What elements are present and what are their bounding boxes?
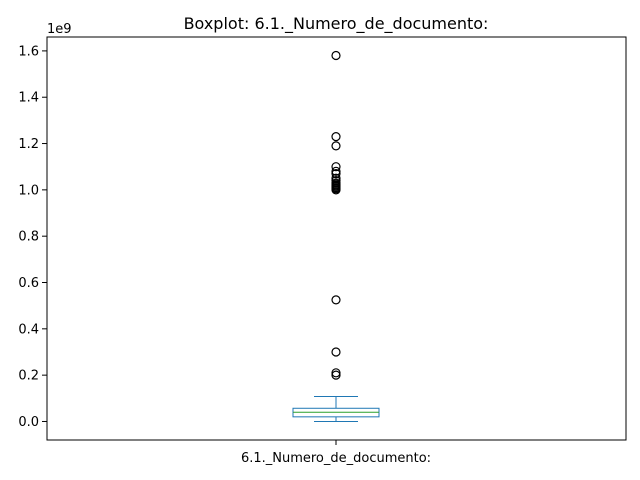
y-tick-label: 0.6 (18, 276, 39, 291)
outlier-point (331, 295, 341, 305)
y-axis-offset-label: 1e9 (47, 22, 72, 37)
y-tick-label: 1.6 (18, 44, 39, 59)
y-tick-label: 0.0 (18, 415, 39, 430)
chart-title: Boxplot: 6.1._Numero_de_documento: (184, 14, 489, 34)
outlier-point (331, 166, 341, 176)
y-tick-label: 1.4 (18, 91, 39, 106)
y-tick-label: 0.4 (18, 322, 39, 337)
outlier-point (331, 141, 341, 151)
outlier-point (331, 368, 341, 378)
y-tick-label: 1.2 (18, 137, 39, 152)
x-tick-label: 6.1._Numero_de_documento: (241, 451, 431, 466)
outlier-point (331, 131, 341, 142)
y-tick-label: 0.2 (18, 369, 39, 384)
y-tick-label: 0.8 (18, 230, 39, 245)
y-tick-label: 1.0 (18, 183, 39, 198)
outlier-point (331, 162, 341, 172)
outlier-point (331, 370, 341, 380)
outliers (331, 50, 341, 380)
box-plot (292, 395, 380, 422)
y-axis: 0.0 0.2 0.4 0.6 0.8 1.0 1.2 1.4 1.6 (18, 44, 47, 430)
outlier-point (331, 50, 341, 61)
outlier-point (331, 169, 341, 179)
outlier-point (331, 185, 341, 195)
outlier-point (331, 347, 341, 357)
